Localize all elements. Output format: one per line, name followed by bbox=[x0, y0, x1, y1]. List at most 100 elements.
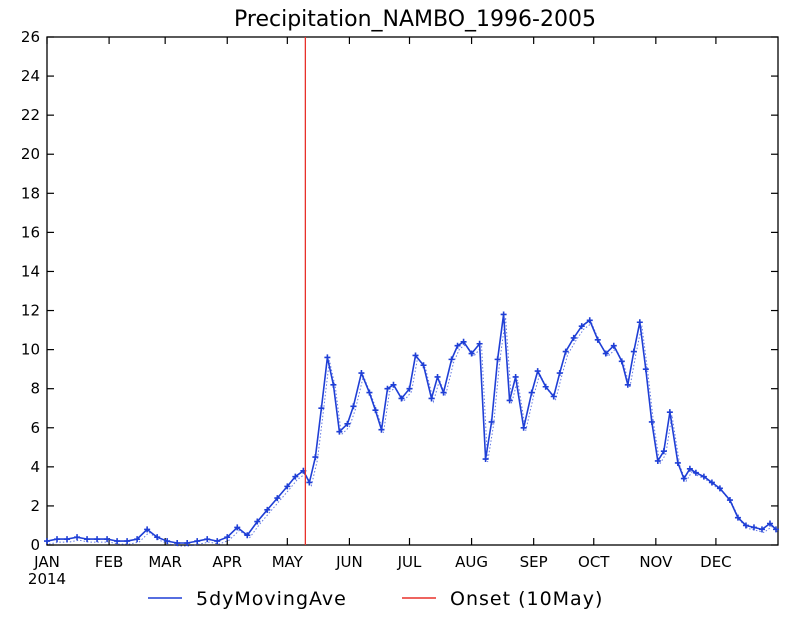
data-point bbox=[506, 397, 513, 404]
y-tick-label: 24 bbox=[21, 67, 40, 85]
data-point bbox=[144, 526, 151, 533]
data-point bbox=[742, 522, 749, 529]
y-tick-label: 2 bbox=[30, 497, 40, 515]
data-point bbox=[680, 475, 687, 482]
data-point bbox=[708, 479, 715, 486]
data-point bbox=[134, 536, 141, 543]
data-point bbox=[716, 485, 723, 492]
data-point bbox=[610, 342, 617, 349]
data-point bbox=[686, 465, 693, 472]
data-point bbox=[384, 385, 391, 392]
data-point bbox=[214, 538, 221, 545]
data-point bbox=[114, 538, 121, 545]
data-point bbox=[124, 538, 131, 545]
x-tick-label: OCT bbox=[578, 553, 610, 571]
y-tick-label: 6 bbox=[30, 419, 40, 437]
data-point bbox=[428, 395, 435, 402]
data-point bbox=[476, 340, 483, 347]
y-tick-label: 18 bbox=[21, 184, 40, 202]
data-point bbox=[358, 370, 365, 377]
data-point bbox=[660, 448, 667, 455]
data-point bbox=[586, 317, 593, 324]
data-point bbox=[406, 385, 413, 392]
data-point bbox=[390, 381, 397, 388]
x-tick-label: JAN bbox=[33, 553, 60, 571]
data-point bbox=[758, 526, 765, 533]
x-tick-label: MAY bbox=[272, 553, 304, 571]
data-point bbox=[556, 370, 563, 377]
data-point bbox=[318, 405, 325, 412]
data-point bbox=[264, 506, 271, 513]
data-point bbox=[550, 393, 557, 400]
data-point bbox=[174, 540, 181, 547]
data-point bbox=[366, 389, 373, 396]
data-point bbox=[534, 368, 541, 375]
data-point bbox=[254, 518, 261, 525]
data-point bbox=[104, 536, 111, 543]
data-point bbox=[184, 540, 191, 547]
y-tick-label: 22 bbox=[21, 106, 40, 124]
data-point bbox=[164, 538, 171, 545]
data-point bbox=[460, 338, 467, 345]
y-tick-label: 0 bbox=[30, 536, 40, 554]
data-point bbox=[512, 373, 519, 380]
x-tick-label: FEB bbox=[95, 553, 123, 571]
series-line-5dymovingave bbox=[46, 314, 777, 544]
y-tick-label: 20 bbox=[21, 145, 40, 163]
y-tick-label: 12 bbox=[21, 302, 40, 320]
x-tick-label: SEP bbox=[520, 553, 548, 571]
data-point bbox=[274, 495, 281, 502]
data-point bbox=[292, 473, 299, 480]
data-point bbox=[350, 403, 357, 410]
data-point bbox=[204, 536, 211, 543]
data-point bbox=[750, 524, 757, 531]
data-point bbox=[74, 534, 81, 541]
y-tick-label: 14 bbox=[21, 262, 40, 280]
data-point bbox=[454, 342, 461, 349]
data-point bbox=[154, 534, 161, 541]
y-tick-label: 16 bbox=[21, 223, 40, 241]
data-point bbox=[344, 420, 351, 427]
series-shadow-line bbox=[48, 317, 779, 547]
data-point bbox=[618, 358, 625, 365]
data-point bbox=[54, 536, 61, 543]
data-point bbox=[528, 389, 535, 396]
data-point bbox=[372, 407, 379, 414]
data-point bbox=[330, 381, 337, 388]
data-point bbox=[636, 319, 643, 326]
data-point bbox=[398, 395, 405, 402]
data-point bbox=[312, 454, 319, 461]
data-point bbox=[244, 532, 251, 539]
x-tick-label: NOV bbox=[639, 553, 673, 571]
data-point bbox=[468, 350, 475, 357]
data-point bbox=[434, 373, 441, 380]
data-point bbox=[284, 483, 291, 490]
data-point bbox=[542, 383, 549, 390]
data-point bbox=[234, 524, 241, 531]
data-point bbox=[594, 336, 601, 343]
data-point bbox=[84, 536, 91, 543]
legend-label: 5dyMovingAve bbox=[196, 588, 347, 610]
x-axis: JAN FEB MAR APR MAY JUN JUL AUG SEP OCT NOV DEC 2014 bbox=[28, 37, 732, 588]
data-point bbox=[336, 428, 343, 435]
y-tick-label: 8 bbox=[30, 380, 40, 398]
data-point bbox=[700, 473, 707, 480]
data-point bbox=[378, 426, 385, 433]
data-point bbox=[448, 356, 455, 363]
x-tick-label: DEC bbox=[700, 553, 732, 571]
data-point bbox=[654, 457, 661, 464]
plot-frame bbox=[46, 36, 779, 546]
data-point bbox=[412, 352, 419, 359]
legend-label: Onset (10May) bbox=[450, 588, 603, 610]
y-tick-label: 10 bbox=[21, 341, 40, 359]
data-point bbox=[488, 418, 495, 425]
data-point bbox=[766, 520, 773, 527]
legend: 5dyMovingAve Onset (10May) bbox=[148, 588, 603, 610]
data-point bbox=[306, 479, 313, 486]
data-point bbox=[674, 459, 681, 466]
data-point bbox=[500, 311, 507, 318]
x-year-label: 2014 bbox=[28, 570, 66, 588]
data-point bbox=[194, 538, 201, 545]
data-point bbox=[44, 538, 50, 545]
